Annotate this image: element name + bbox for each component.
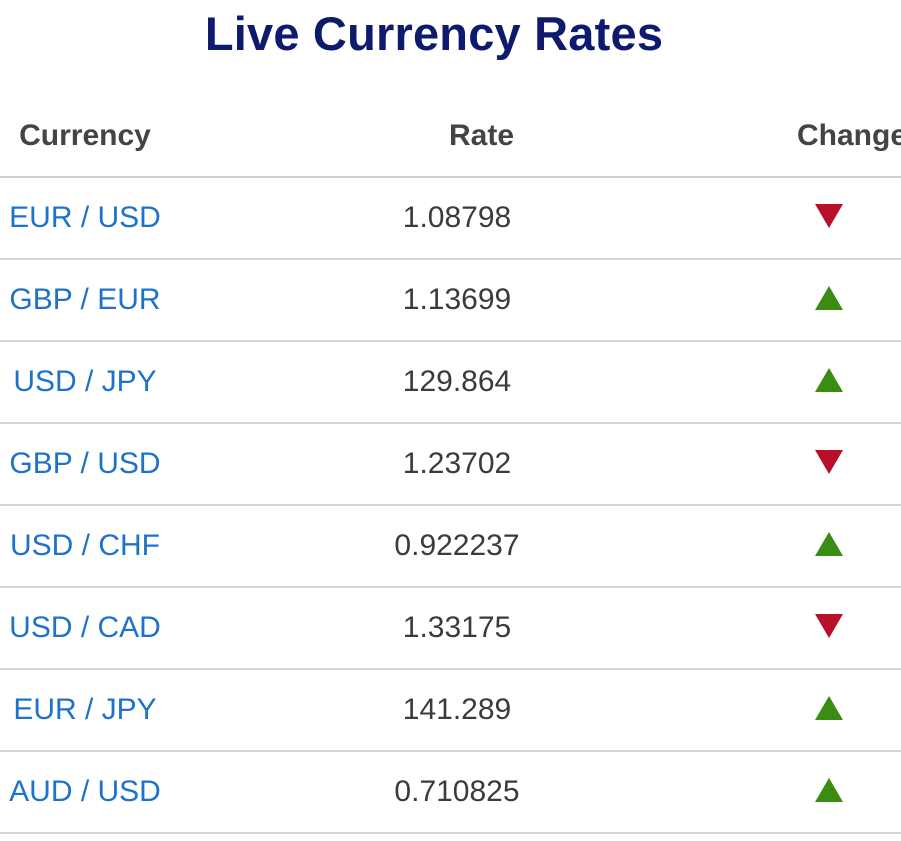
currency-pair-cell: AUD / USD bbox=[0, 751, 170, 834]
change-cell bbox=[797, 587, 901, 670]
column-header-rate: Rate bbox=[170, 96, 797, 178]
table-row: USD / CHF 0.922237 bbox=[0, 505, 901, 588]
triangle-down-icon bbox=[815, 613, 843, 638]
currency-pair-link[interactable]: AUD / USD bbox=[9, 775, 161, 808]
rate-value: 1.23702 bbox=[402, 447, 512, 480]
currency-pair-link[interactable]: USD / CAD bbox=[9, 611, 161, 644]
rate-value: 141.289 bbox=[402, 693, 512, 726]
currency-pair-cell: EUR / JPY bbox=[0, 669, 170, 752]
table-header-row: Currency Rate Change bbox=[0, 96, 901, 178]
triangle-up-icon bbox=[815, 695, 843, 720]
change-cell bbox=[797, 751, 901, 834]
rate-value: 0.922237 bbox=[394, 529, 520, 562]
table-row: EUR / USD 1.08798 bbox=[0, 177, 901, 260]
triangle-down-icon bbox=[815, 203, 843, 228]
triangle-up-icon bbox=[815, 777, 843, 802]
rate-value: 1.13699 bbox=[402, 283, 512, 316]
currency-pair-link[interactable]: GBP / USD bbox=[9, 447, 161, 480]
currency-pair-link[interactable]: EUR / JPY bbox=[13, 693, 157, 726]
triangle-down-icon bbox=[815, 449, 843, 474]
triangle-up-icon bbox=[815, 531, 843, 556]
currency-pair-link[interactable]: USD / CHF bbox=[10, 529, 160, 562]
change-cell bbox=[797, 177, 901, 260]
currency-pair-cell: USD / CAD bbox=[0, 587, 170, 670]
currency-pair-cell: EUR / USD bbox=[0, 177, 170, 260]
rate-cell: 0.922237 bbox=[170, 505, 797, 588]
table-row: GBP / EUR 1.13699 bbox=[0, 259, 901, 342]
change-cell bbox=[797, 505, 901, 588]
page-title: Live Currency Rates bbox=[204, 7, 664, 60]
rate-cell: 1.33175 bbox=[170, 587, 797, 670]
change-cell bbox=[797, 341, 901, 424]
column-header-currency: Currency bbox=[0, 96, 170, 178]
rate-cell: 0.710825 bbox=[170, 751, 797, 834]
column-header-change: Change bbox=[797, 96, 901, 178]
rate-value: 1.33175 bbox=[402, 611, 512, 644]
currency-pair-cell: USD / CHF bbox=[0, 505, 170, 588]
table-row: USD / JPY 129.864 bbox=[0, 341, 901, 424]
rate-value: 1.08798 bbox=[402, 201, 512, 234]
currency-pair-cell: GBP / USD bbox=[0, 423, 170, 506]
currency-pair-cell: GBP / EUR bbox=[0, 259, 170, 342]
triangle-up-icon bbox=[815, 285, 843, 310]
triangle-up-icon bbox=[815, 367, 843, 392]
rate-cell: 1.13699 bbox=[170, 259, 797, 342]
table-row: AUD / USD 0.710825 bbox=[0, 751, 901, 834]
currency-rates-table: Currency Rate Change EUR / USD 1.08798 G… bbox=[0, 96, 901, 834]
change-cell bbox=[797, 423, 901, 506]
rate-cell: 1.08798 bbox=[170, 177, 797, 260]
currency-pair-cell: USD / JPY bbox=[0, 341, 170, 424]
table-row: GBP / USD 1.23702 bbox=[0, 423, 901, 506]
currency-pair-link[interactable]: GBP / EUR bbox=[9, 283, 161, 316]
table-row: EUR / JPY 141.289 bbox=[0, 669, 901, 752]
rate-cell: 129.864 bbox=[170, 341, 797, 424]
rate-value: 129.864 bbox=[402, 365, 512, 398]
rate-value: 0.710825 bbox=[394, 775, 520, 808]
currency-pair-link[interactable]: USD / JPY bbox=[13, 365, 157, 398]
change-cell bbox=[797, 669, 901, 752]
rate-cell: 1.23702 bbox=[170, 423, 797, 506]
table-row: USD / CAD 1.33175 bbox=[0, 587, 901, 670]
rate-cell: 141.289 bbox=[170, 669, 797, 752]
currency-pair-link[interactable]: EUR / USD bbox=[9, 201, 161, 234]
change-cell bbox=[797, 259, 901, 342]
